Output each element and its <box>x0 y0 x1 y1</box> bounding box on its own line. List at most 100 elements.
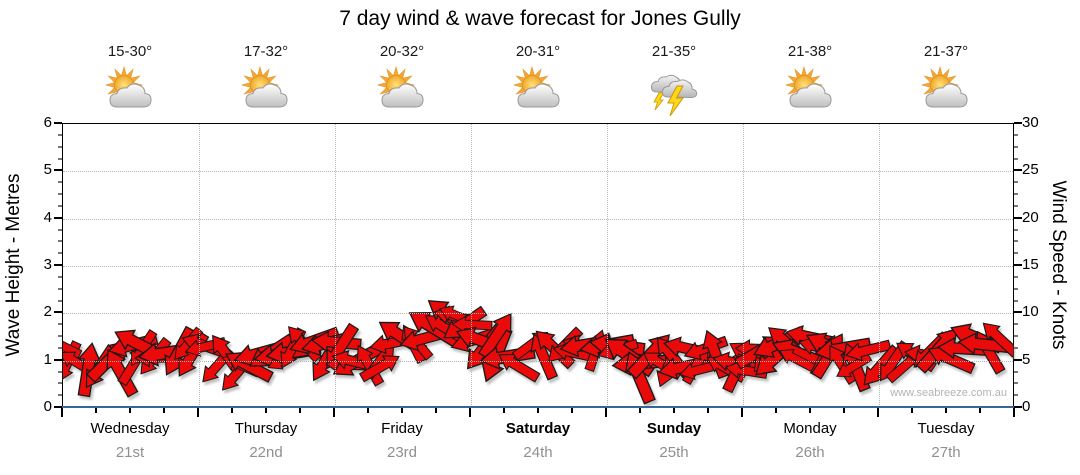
left-axis-tick <box>54 216 62 219</box>
day-name-label: Friday <box>381 420 423 437</box>
temp-range: 21-38° <box>787 43 833 60</box>
horizontal-gridline <box>63 360 1013 362</box>
right-axis-tick <box>1014 311 1022 314</box>
day-date-label: 24th <box>523 444 553 461</box>
right-axis-tick <box>1014 287 1018 290</box>
right-axis-tick <box>1014 394 1018 397</box>
left-axis-tick <box>54 358 62 361</box>
right-tick-label: 15 <box>1022 256 1039 273</box>
right-axis-tick <box>1014 358 1022 361</box>
left-axis-tick <box>58 275 62 278</box>
x-axis-tick <box>911 408 913 413</box>
left-tick-label: 6 <box>43 114 52 131</box>
right-axis-tick <box>1014 169 1022 172</box>
x-axis-tick <box>809 408 811 413</box>
right-axis-tick <box>1014 193 1018 195</box>
horizontal-gridline <box>63 266 1013 267</box>
x-axis-tick <box>367 408 369 413</box>
x-axis-tick <box>469 408 471 417</box>
vertical-gridline <box>199 124 200 407</box>
temp-range: 17-32° <box>243 43 289 60</box>
left-axis-tick <box>58 193 62 195</box>
left-tick-label: 3 <box>43 256 52 273</box>
wind-arrow <box>358 355 400 383</box>
right-axis-tick <box>1014 323 1018 326</box>
x-axis-tick <box>639 408 641 413</box>
right-axis-tick <box>1014 382 1018 385</box>
temp-range: 21-35° <box>651 43 697 60</box>
left-axis-tick <box>58 394 62 397</box>
left-axis-tick <box>58 287 62 290</box>
right-axis-tick <box>1014 370 1018 373</box>
right-axis-tick <box>1014 275 1018 278</box>
x-axis-tick <box>843 408 845 413</box>
horizontal-gridline <box>63 171 1013 173</box>
right-tick-label: 0 <box>1022 398 1031 415</box>
right-axis-tick <box>1014 181 1018 184</box>
left-axis-tick <box>58 228 62 231</box>
x-axis-tick <box>741 408 743 417</box>
right-axis-tick <box>1014 157 1018 160</box>
vertical-gridline <box>471 124 472 407</box>
plot-area: www.seabreeze.com.au <box>62 123 1014 407</box>
left-tick-label: 4 <box>43 208 52 226</box>
day-name-label: Tuesday <box>917 420 975 437</box>
left-axis-tick <box>58 346 62 349</box>
right-axis-tick <box>1014 406 1022 408</box>
left-axis-tick <box>54 122 62 124</box>
x-axis-tick <box>231 408 233 413</box>
temp-range: 21-37° <box>923 43 969 60</box>
page-title: 7 day wind & wave forecast for Jones Gul… <box>339 7 741 30</box>
right-axis-tick <box>1014 346 1018 349</box>
right-axis-tick <box>1014 228 1018 231</box>
right-tick-label: 20 <box>1022 208 1039 226</box>
right-axis-tick <box>1014 335 1018 337</box>
x-axis-tick <box>129 408 131 413</box>
x-axis-tick <box>503 408 505 413</box>
temp-range: 20-31° <box>515 43 561 60</box>
x-axis-tick <box>333 408 335 417</box>
partly-cloudy-icon <box>375 65 429 116</box>
x-axis-tick <box>877 408 879 417</box>
wind-arrow <box>836 352 873 378</box>
temp-range: 20-32° <box>379 43 425 60</box>
right-tick-label: 10 <box>1022 303 1039 321</box>
day-name-label: Thursday <box>234 420 298 437</box>
left-axis-tick <box>58 299 62 302</box>
wind-arrow <box>477 312 512 360</box>
partly-cloudy-icon <box>103 65 157 116</box>
x-axis-tick <box>95 408 97 413</box>
x-axis-tick <box>605 408 607 417</box>
left-axis-tick <box>58 240 62 243</box>
x-axis-tick <box>673 408 675 413</box>
day-date-label: 25th <box>659 444 689 461</box>
x-axis-tick <box>265 408 267 413</box>
thunderstorm-icon <box>647 66 701 117</box>
right-tick-label: 30 <box>1022 114 1039 131</box>
left-tick-label: 5 <box>43 161 52 179</box>
right-axis-tick <box>1014 299 1018 302</box>
left-axis-tick <box>58 204 62 207</box>
x-axis-tick <box>435 408 437 413</box>
partly-cloudy-icon <box>783 65 837 116</box>
partly-cloudy-icon <box>239 65 293 116</box>
left-axis-tick <box>58 252 62 255</box>
right-axis-tick <box>1014 240 1018 243</box>
right-axis-tick <box>1014 252 1018 255</box>
x-axis-tick <box>775 408 777 413</box>
day-date-label: 27th <box>931 444 961 461</box>
left-tick-label: 2 <box>43 303 52 321</box>
day-date-label: 23rd <box>386 444 418 461</box>
right-axis-tick <box>1014 264 1022 266</box>
partly-cloudy-icon <box>511 65 565 116</box>
left-axis-tick <box>58 323 62 326</box>
x-axis-tick <box>163 408 165 413</box>
right-axis-tick <box>1014 133 1018 136</box>
x-axis-tick <box>571 408 573 413</box>
x-axis-tick <box>1013 408 1015 417</box>
vertical-gridline <box>879 124 880 407</box>
partly-cloudy-icon <box>919 65 973 116</box>
horizontal-gridline <box>63 218 1013 220</box>
x-axis-line <box>62 406 1015 408</box>
right-axis-tick <box>1014 145 1018 148</box>
